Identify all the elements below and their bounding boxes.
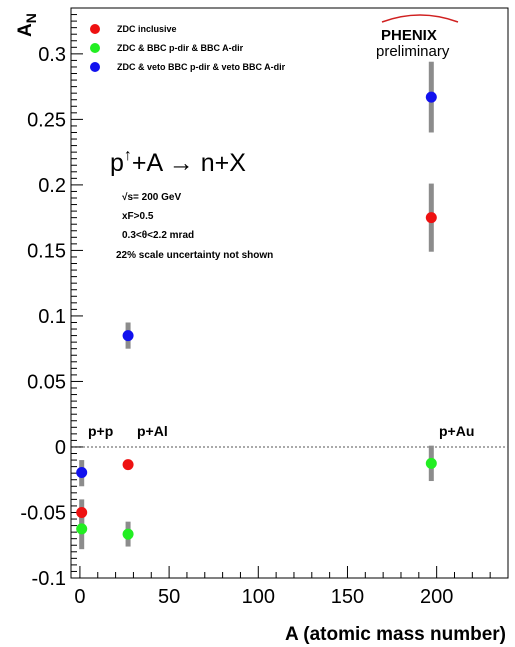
legend-label: ZDC & veto BBC p-dir & veto BBC A-dir xyxy=(117,62,286,72)
x-tick-label: 0 xyxy=(74,586,85,608)
data-marks xyxy=(76,61,437,550)
data-point xyxy=(76,523,88,535)
note-line: xF>0.5 xyxy=(122,211,154,222)
y-tick-label: 0.1 xyxy=(38,306,66,328)
data-point xyxy=(425,457,437,469)
x-tick-label: 150 xyxy=(331,586,364,608)
logo-main: PHENIX xyxy=(381,27,437,44)
data-point xyxy=(122,459,134,471)
x-tick-label: 100 xyxy=(242,586,275,608)
legend-label: ZDC inclusive xyxy=(117,24,177,34)
legend-marker xyxy=(90,62,100,72)
axis-ticks xyxy=(71,14,491,579)
data-point xyxy=(122,528,134,540)
legend-marker xyxy=(90,24,100,34)
y-tick-label: 0 xyxy=(55,437,66,459)
note-line: 22% scale uncertainty not shown xyxy=(116,250,273,261)
legend-marker xyxy=(90,43,100,53)
data-point xyxy=(425,212,437,224)
note-line: √s= 200 GeV xyxy=(122,192,181,203)
svg-text:AN: AN xyxy=(15,13,39,37)
y-tick-label: 0.3 xyxy=(38,44,66,66)
reaction-label: p↑+A → n+X xyxy=(110,147,246,177)
phenix-logo: PHENIX preliminary xyxy=(376,14,459,60)
plot-frame xyxy=(70,7,509,579)
system-label-pau: p+Au xyxy=(439,423,474,439)
y-tick-label: -0.1 xyxy=(32,568,66,590)
tick-labels: 0 50 100 150 200 -0.1 -0.05 0 0.05 0.1 0.15 0.2 0.25… xyxy=(20,44,453,608)
system-label-pal: p+Al xyxy=(137,423,168,439)
x-axis-title: A (atomic mass number) xyxy=(285,624,506,645)
y-axis-title: AN xyxy=(15,13,39,37)
y-tick-label: 0.2 xyxy=(38,175,66,197)
y-tick-label: 0.05 xyxy=(27,371,66,393)
note-line: 0.3<θ<2.2 mrad xyxy=(122,230,194,241)
system-label-pp: p+p xyxy=(88,423,113,439)
data-point xyxy=(76,467,88,479)
legend-label: ZDC & BBC p-dir & BBC A-dir xyxy=(117,43,244,53)
x-tick-label: 200 xyxy=(420,586,453,608)
y-tick-label: 0.25 xyxy=(27,109,66,131)
y-tick-label: -0.05 xyxy=(20,502,66,524)
kinematic-notes: √s= 200 GeV xF>0.5 0.3<θ<2.2 mrad 22% scale… xyxy=(116,192,273,261)
logo-arc xyxy=(381,14,459,23)
data-point xyxy=(76,506,88,518)
logo-subtitle: preliminary xyxy=(376,43,450,60)
x-tick-label: 50 xyxy=(158,586,180,608)
data-point xyxy=(122,330,134,342)
legend: ZDC inclusive ZDC & BBC p-dir & BBC A-dir… xyxy=(90,24,286,72)
y-tick-label: 0.15 xyxy=(27,240,66,262)
data-point xyxy=(425,91,437,103)
